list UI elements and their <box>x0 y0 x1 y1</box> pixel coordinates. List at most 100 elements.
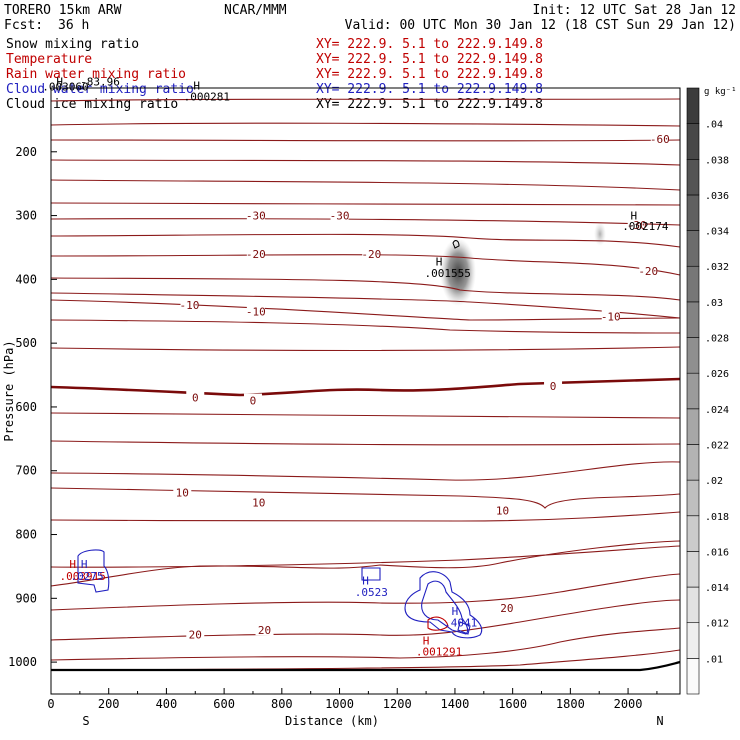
legend-rain-name: Rain water mixing ratio <box>6 67 186 82</box>
legend-cloudice-xy: XY= 222.9. 5.1 to 222.9.149.8 <box>316 97 543 112</box>
colorbar-tick-label: .03 <box>705 298 723 309</box>
cloud-water-contours <box>77 549 483 639</box>
legend-rain-xy: XY= 222.9. 5.1 to 222.9.149.8 <box>316 67 543 82</box>
temperature-label-group: -60 -30 -30 -30 -20 -20 -20 -10 -10 -10 0 0 0 10 10 10 2… <box>173 132 670 642</box>
colorbar-tick-label: .018 <box>705 512 729 523</box>
colorbar-segment <box>686 158 700 196</box>
isotherm-line <box>50 599 681 641</box>
colorbar-tick-label: .036 <box>705 191 729 202</box>
isotherm-line <box>50 545 681 568</box>
temperature-label-bg <box>249 495 268 508</box>
snow-shading-main <box>440 238 476 306</box>
x-tick-label: 200 <box>98 697 120 711</box>
maximum-label: H <box>56 76 63 89</box>
isotherm-line <box>50 233 681 248</box>
colorbar-tick-label: .034 <box>705 227 729 238</box>
isotherm-line <box>50 159 681 166</box>
fcst-value: 36 h <box>58 18 89 33</box>
isotherm-line <box>50 277 681 301</box>
temperature-label: -20 <box>246 248 266 261</box>
legend-snow-name: Snow mixing ratio <box>6 37 139 52</box>
y-tick-label: 200 <box>15 145 37 159</box>
maximum-label: .003060 <box>42 81 88 94</box>
colorbar-segment <box>686 230 700 267</box>
isotherm-line <box>50 98 681 102</box>
colorbar-segment <box>686 265 700 303</box>
colorbar-segment <box>686 622 700 659</box>
colorbar-segment <box>686 479 700 517</box>
temperature-label: -10 <box>246 305 266 318</box>
temperature-label: 0 <box>550 380 557 393</box>
model-title: TORERO 15km ARW <box>4 3 122 18</box>
temperature-label-bg <box>255 623 274 636</box>
legend-snow-xy: XY= 222.9. 5.1 to 222.9.149.8 <box>316 37 543 52</box>
center-title: NCAR/MMM <box>224 3 287 18</box>
y-tick-label: 500 <box>15 336 37 350</box>
temperature-label-bg <box>650 132 669 145</box>
x-tick-label: 1200 <box>383 697 412 711</box>
colorbar-unit: g kg⁻¹ <box>704 87 737 97</box>
maximum-label: .003915 <box>60 570 106 583</box>
maximum-label: .002174 <box>622 220 669 233</box>
x-tick-label: 800 <box>271 697 293 711</box>
y-tick-label: 800 <box>15 528 37 542</box>
colorbar-tick-label: .04 <box>705 120 723 131</box>
temperature-label: 10 <box>252 497 265 510</box>
maximum-label: .000281 <box>184 90 230 103</box>
init-time: Init: 12 UTC Sat 28 Jan 12 <box>533 3 737 18</box>
x-end-label-north: N <box>656 714 663 728</box>
isotherm-line <box>50 487 681 509</box>
colorbar-segment <box>686 301 700 338</box>
colorbar-segment <box>686 87 700 124</box>
isotherm-line <box>50 179 681 191</box>
y-tick-label: 600 <box>15 400 37 414</box>
temperature-label: 10 <box>176 486 189 499</box>
legend-temperature-xy: XY= 222.9. 5.1 to 222.9.149.8 <box>316 52 543 67</box>
temperature-label: 0 <box>250 395 257 408</box>
maximum-label: .4041 <box>444 617 477 630</box>
colorbar-tick-label: .014 <box>705 583 729 594</box>
colorbar-tick-label: .016 <box>705 547 729 558</box>
temperature-label: -30 <box>627 219 647 232</box>
x-tick-label: 600 <box>213 697 235 711</box>
isotherm-line <box>50 218 681 226</box>
maximum-label: H <box>193 79 200 92</box>
temperature-label-bg <box>544 378 563 391</box>
isotherm-line <box>50 511 681 522</box>
isotherm-line <box>50 540 681 587</box>
colorbar-tick-label: .022 <box>705 440 729 451</box>
rain-water-contour <box>427 616 449 631</box>
temperature-label-bg <box>243 393 262 406</box>
temperature-label: -10 <box>180 299 200 312</box>
colorbar-segment <box>686 123 700 160</box>
cloud-water-contour <box>404 571 483 639</box>
maximum-label: H <box>81 558 88 571</box>
colorbar-segment <box>686 444 700 481</box>
temperature-label-bg <box>246 304 265 317</box>
temperature-label: 20 <box>189 629 202 642</box>
x-end-label-south: S <box>82 714 89 728</box>
colorbar: .01 .012 .014 .016 .018 .02 .022 .024 .026 .028 .0… <box>686 87 729 695</box>
maximum-label: H <box>631 210 638 223</box>
colorbar-tick-label: .02 <box>705 476 723 487</box>
temperature-label-bg <box>627 218 646 231</box>
colorbar-segment <box>686 337 700 374</box>
colorbar-segment <box>686 551 700 588</box>
colorbar-tick-label: .028 <box>705 334 729 345</box>
temperature-label: 20 <box>258 624 271 637</box>
x-axis-title: Distance (km) <box>285 714 379 728</box>
cloud-water-contour <box>361 567 381 581</box>
maximum-label: H <box>452 605 459 618</box>
x-tick-label: 2000 <box>614 697 643 711</box>
temperature-label-bg <box>186 627 205 640</box>
temperature-label: -60 <box>650 133 670 146</box>
temperature-label: 10 <box>496 504 509 517</box>
x-tick-label: 0 <box>47 697 54 711</box>
maximum-label: .001555 <box>425 267 471 280</box>
colorbar-tick-label: .01 <box>705 654 723 665</box>
temperature-label: -20 <box>361 248 381 261</box>
colorbar-segment <box>686 194 700 231</box>
isotherm-group <box>50 98 681 671</box>
x-tick-label: 400 <box>156 697 178 711</box>
maximum-label: H <box>436 256 443 269</box>
